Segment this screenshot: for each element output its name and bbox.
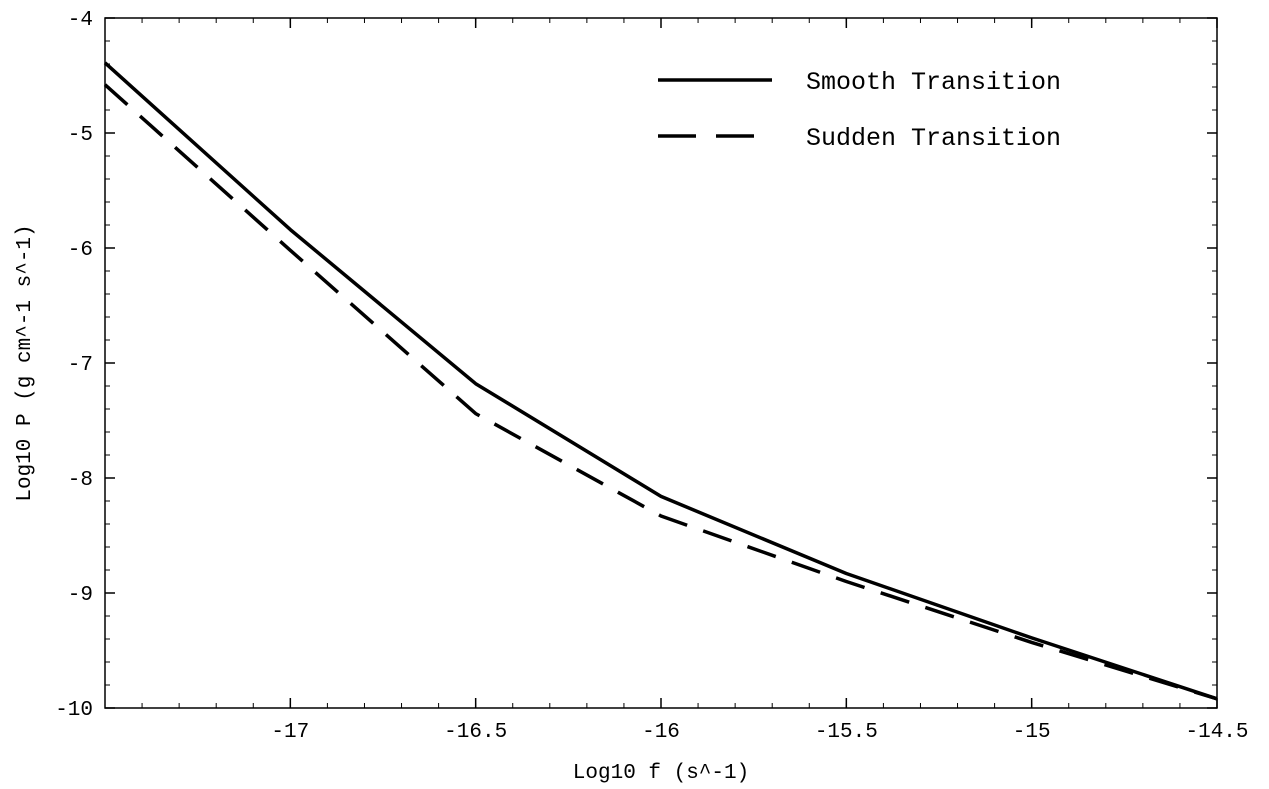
y-tick-label: -4 (68, 9, 93, 32)
y-tick-label: -9 (68, 584, 93, 607)
x-tick-label: -16 (642, 721, 680, 744)
minor-ticks (104, 17, 1218, 709)
legend-label-smooth: Smooth Transition (806, 68, 1061, 97)
y-tick-label: -7 (68, 354, 93, 377)
series-layer (103, 61, 1218, 701)
y-tick-label: -5 (68, 124, 93, 147)
y-tick-label: -8 (68, 469, 93, 492)
y-axis-label: Log10 P (g cm^-1 s^-1) (14, 224, 37, 501)
x-tick-label: -14.5 (1185, 721, 1248, 744)
smooth-transition-line (103, 61, 1218, 701)
x-axis-label: Log10 f (s^-1) (573, 762, 749, 785)
x-tick-label: -15.5 (815, 721, 878, 744)
x-tick-label: -16.5 (444, 721, 507, 744)
plot-frame (104, 17, 1218, 709)
legend: Smooth Transition Sudden Transition (658, 68, 1061, 153)
y-tick-labels: -10 -9 -8 -7 -6 -5 -4 (55, 9, 93, 722)
y-tick-label: -10 (55, 699, 93, 722)
x-tick-label: -15 (1013, 721, 1051, 744)
x-tick-label: -17 (271, 721, 309, 744)
y-tick-label: -6 (68, 239, 93, 262)
x-tick-labels: -17 -16.5 -16 -15.5 -15 -14.5 (271, 721, 1248, 744)
major-ticks (105, 17, 1218, 709)
legend-label-sudden: Sudden Transition (806, 124, 1061, 153)
sudden-transition-line (103, 83, 1218, 701)
